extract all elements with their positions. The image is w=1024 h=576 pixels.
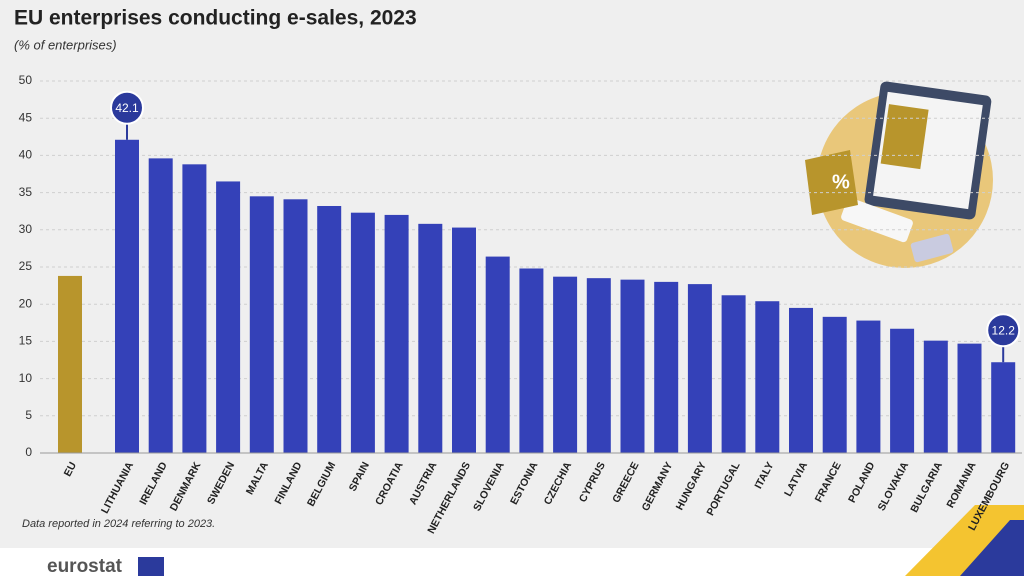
bar	[923, 340, 948, 453]
data-label: 12.2	[992, 323, 1016, 337]
bar	[249, 196, 274, 453]
bar	[822, 316, 847, 453]
bar	[58, 275, 82, 453]
bar	[957, 343, 982, 453]
bar	[553, 276, 578, 453]
bar	[350, 212, 375, 453]
bar	[485, 256, 510, 453]
y-tick-label: 0	[25, 445, 32, 459]
y-tick-label: 15	[19, 334, 33, 348]
bar	[317, 205, 342, 453]
bar	[519, 268, 544, 453]
y-tick-label: 45	[19, 110, 33, 124]
bar	[216, 181, 241, 453]
illustration: %	[805, 81, 993, 268]
bar	[283, 199, 308, 453]
svg-text:%: %	[832, 171, 850, 193]
bar	[755, 301, 780, 453]
callout	[986, 313, 1021, 348]
bar	[384, 214, 409, 453]
bar	[721, 295, 746, 453]
bar	[115, 139, 139, 453]
bar	[991, 362, 1016, 453]
data-label: 42.1	[115, 101, 139, 115]
y-tick-label: 10	[19, 371, 33, 385]
y-tick-label: 5	[25, 408, 32, 422]
bar	[890, 328, 915, 453]
footer-strip	[0, 548, 1024, 576]
logo: eurostat	[47, 556, 123, 576]
bar	[789, 307, 813, 453]
y-tick-label: 20	[19, 296, 33, 310]
bar	[418, 223, 443, 453]
bar	[856, 320, 881, 453]
y-tick-label: 35	[19, 185, 33, 199]
bar	[452, 227, 476, 453]
note: Data reported in 2024 referring to 2023.	[22, 518, 215, 530]
callout	[110, 90, 144, 125]
y-tick-label: 50	[19, 73, 33, 87]
bar	[148, 158, 173, 453]
y-tick-label: 25	[19, 259, 33, 273]
bar	[687, 284, 712, 453]
y-tick-label: 40	[19, 148, 33, 162]
bar	[586, 278, 611, 453]
bar	[654, 281, 679, 453]
decoration	[960, 520, 1024, 576]
bar	[182, 164, 207, 453]
bar	[620, 279, 645, 453]
y-tick-label: 30	[19, 222, 33, 236]
chart-title: EU enterprises conducting e-sales, 2023	[14, 7, 417, 30]
logo-flag	[138, 557, 164, 576]
chart-subtitle: (% of enterprises)	[14, 37, 117, 52]
